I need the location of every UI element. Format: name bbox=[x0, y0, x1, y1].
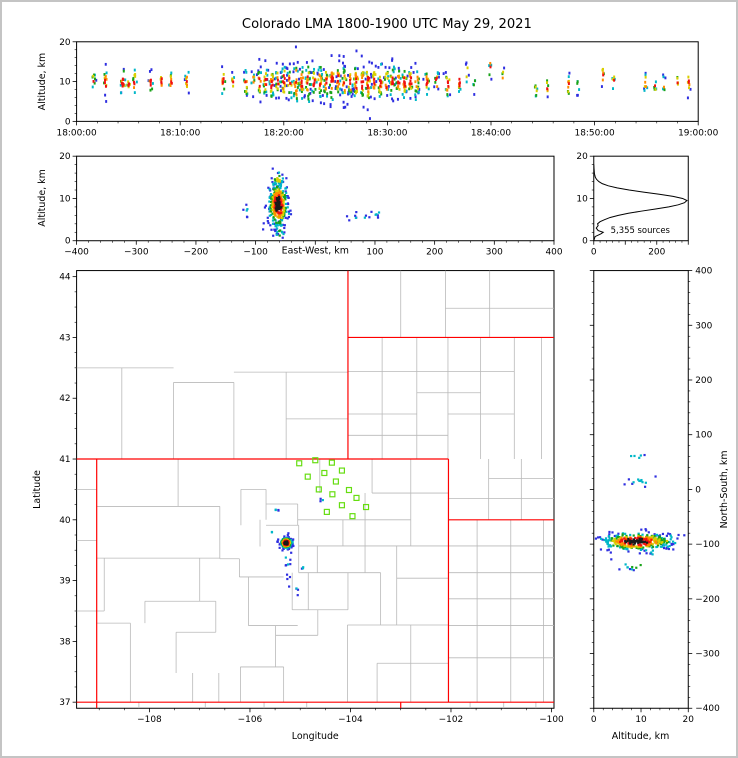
svg-text:18:20:00: 18:20:00 bbox=[264, 128, 304, 138]
svg-text:−300: −300 bbox=[124, 248, 149, 258]
svg-text:20: 20 bbox=[59, 38, 71, 48]
lma-station-marker bbox=[323, 508, 330, 515]
lma-station-marker bbox=[329, 491, 336, 498]
svg-text:19:00:00: 19:00:00 bbox=[678, 128, 718, 138]
svg-text:300: 300 bbox=[695, 321, 712, 331]
svg-text:20: 20 bbox=[683, 715, 695, 725]
lma-station-marker bbox=[349, 513, 356, 520]
svg-text:200: 200 bbox=[426, 248, 443, 258]
lma-station-marker bbox=[338, 467, 346, 474]
ew-panel-ylabel: Altitude, km bbox=[37, 169, 48, 227]
lma-station-marker bbox=[304, 473, 311, 480]
lma-station-marker bbox=[338, 502, 346, 509]
svg-text:400: 400 bbox=[545, 248, 562, 258]
svg-text:100: 100 bbox=[695, 431, 712, 441]
time-panel-ylabel: Altitude, km bbox=[37, 53, 48, 111]
svg-text:−400: −400 bbox=[64, 248, 89, 258]
svg-text:39: 39 bbox=[59, 577, 71, 587]
svg-text:0: 0 bbox=[65, 237, 71, 247]
lma-station-marker bbox=[312, 457, 319, 464]
svg-text:−104: −104 bbox=[338, 715, 363, 725]
lma-station-marker bbox=[321, 469, 328, 477]
svg-text:0: 0 bbox=[695, 485, 701, 495]
svg-text:400: 400 bbox=[695, 267, 712, 277]
svg-text:−106: −106 bbox=[238, 715, 263, 725]
svg-text:18:40:00: 18:40:00 bbox=[471, 128, 511, 138]
panel-plan-view-map: Latitude Longitude −108 −106 −104 −102 −100 3… bbox=[32, 270, 564, 742]
source-count-annotation: 5,355 sources bbox=[611, 225, 670, 235]
svg-text:41: 41 bbox=[59, 455, 70, 465]
svg-text:0: 0 bbox=[65, 117, 71, 127]
svg-text:−300: −300 bbox=[695, 650, 720, 660]
svg-text:0: 0 bbox=[591, 715, 597, 725]
svg-text:10: 10 bbox=[576, 194, 588, 204]
panel-east-west-height: Altitude, km East-West, km −400 −300 −200 −… bbox=[37, 152, 563, 257]
svg-text:20: 20 bbox=[59, 152, 71, 162]
panel-altitude-histogram: 5,355 sources 0 200 0 10 20 bbox=[576, 152, 689, 258]
svg-text:42: 42 bbox=[59, 394, 70, 404]
lma-station-marker bbox=[328, 459, 335, 466]
svg-text:100: 100 bbox=[366, 248, 383, 258]
svg-text:300: 300 bbox=[486, 248, 503, 258]
svg-text:−200: −200 bbox=[184, 248, 209, 258]
panel-north-south-height: North-South, km Altitude, km 0 10 20−400 −3… bbox=[589, 267, 730, 742]
lma-station-marker bbox=[345, 486, 353, 494]
svg-text:18:00:00: 18:00:00 bbox=[57, 128, 97, 138]
map-ylabel: Latitude bbox=[32, 470, 43, 509]
svg-text:18:30:00: 18:30:00 bbox=[367, 128, 407, 138]
panel-time-height: Altitude, km 18:00:00 18:10:00 18:20:00 18:… bbox=[37, 38, 719, 139]
lma-station-marker bbox=[362, 503, 370, 511]
svg-text:0: 0 bbox=[582, 237, 588, 247]
svg-text:10: 10 bbox=[59, 78, 71, 88]
lma-station-marker bbox=[296, 460, 303, 467]
ns-panel-ylabel: North-South, km bbox=[719, 450, 730, 528]
svg-text:0: 0 bbox=[591, 248, 597, 258]
svg-text:38: 38 bbox=[59, 637, 71, 647]
ns-panel-xlabel: Altitude, km bbox=[612, 731, 670, 742]
svg-text:200: 200 bbox=[648, 248, 665, 258]
ew-panel-xlabel: East-West, km bbox=[282, 246, 349, 257]
lma-station-marker bbox=[353, 494, 360, 502]
svg-text:44: 44 bbox=[59, 273, 71, 283]
svg-text:200: 200 bbox=[695, 376, 712, 386]
svg-text:20: 20 bbox=[576, 152, 588, 162]
svg-text:−100: −100 bbox=[695, 540, 720, 550]
svg-text:18:10:00: 18:10:00 bbox=[160, 128, 200, 138]
svg-text:−100: −100 bbox=[243, 248, 268, 258]
svg-text:−108: −108 bbox=[137, 715, 162, 725]
map-xlabel: Longitude bbox=[292, 731, 339, 742]
figure-title: Colorado LMA 1800-1900 UTC May 29, 2021 bbox=[242, 17, 532, 32]
svg-text:10: 10 bbox=[635, 715, 647, 725]
svg-text:10: 10 bbox=[59, 194, 71, 204]
svg-text:43: 43 bbox=[59, 333, 70, 343]
svg-text:−400: −400 bbox=[695, 704, 720, 714]
lma-station-marker bbox=[332, 478, 339, 485]
svg-text:−100: −100 bbox=[539, 715, 564, 725]
svg-text:−200: −200 bbox=[695, 595, 720, 605]
svg-text:−102: −102 bbox=[439, 715, 464, 725]
svg-text:18:50:00: 18:50:00 bbox=[575, 128, 615, 138]
svg-text:40: 40 bbox=[59, 516, 71, 526]
lma-station-marker bbox=[315, 486, 322, 493]
svg-text:37: 37 bbox=[59, 698, 70, 708]
